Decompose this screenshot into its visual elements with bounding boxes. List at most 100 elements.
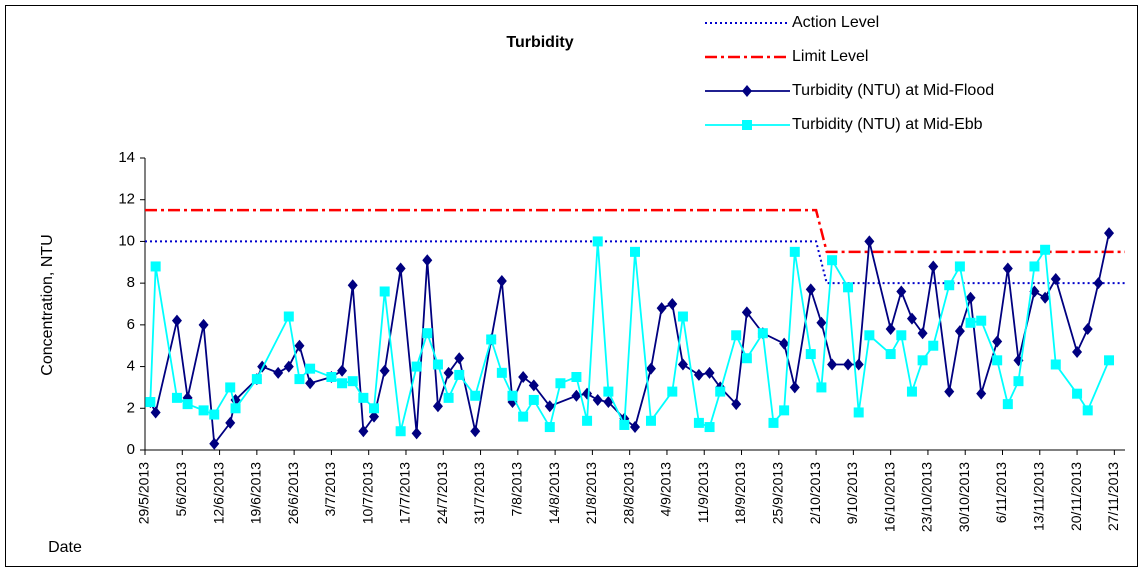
point-marker xyxy=(677,358,688,371)
point-marker xyxy=(486,334,497,345)
point-marker xyxy=(209,437,220,450)
point-marker xyxy=(369,403,380,414)
point-marker xyxy=(944,280,955,291)
point-marker xyxy=(454,369,465,380)
legend-label: Turbidity (NTU) at Mid-Ebb xyxy=(792,116,983,133)
point-marker xyxy=(906,386,917,397)
point-marker xyxy=(704,366,715,379)
point-marker xyxy=(283,360,294,373)
point-marker xyxy=(358,425,369,438)
point-marker xyxy=(294,374,305,385)
y-tick-label: 6 xyxy=(127,316,135,333)
x-tick-label: 29/5/2013 xyxy=(136,462,152,524)
point-marker xyxy=(928,340,939,351)
point-marker xyxy=(145,397,156,408)
point-marker xyxy=(816,316,827,329)
point-marker xyxy=(582,415,593,426)
series-line xyxy=(145,240,1125,285)
point-marker xyxy=(906,312,917,325)
legend-label: Turbidity (NTU) at Mid-Flood xyxy=(792,82,994,99)
point-marker xyxy=(896,285,907,298)
point-marker xyxy=(1029,261,1040,272)
point-marker xyxy=(731,330,742,341)
point-marker xyxy=(1002,399,1013,410)
point-marker xyxy=(768,417,779,428)
point-marker xyxy=(603,386,614,397)
point-marker xyxy=(198,405,209,416)
point-marker xyxy=(630,246,640,257)
chart-title: Turbidity xyxy=(506,34,573,51)
x-tick-label: 10/7/2013 xyxy=(359,462,375,524)
point-marker xyxy=(805,283,816,296)
point-marker xyxy=(741,306,752,319)
point-marker xyxy=(283,311,294,322)
point-marker xyxy=(496,275,507,288)
point-marker xyxy=(544,400,555,413)
point-marker xyxy=(864,235,875,248)
point-marker xyxy=(443,392,454,403)
point-marker xyxy=(171,314,182,327)
point-marker xyxy=(1040,291,1051,304)
point-marker xyxy=(645,415,656,426)
x-tick-label: 26/6/2013 xyxy=(285,462,301,524)
point-marker xyxy=(395,426,406,437)
point-marker xyxy=(1072,345,1083,358)
point-marker xyxy=(571,372,582,382)
point-marker xyxy=(928,260,939,273)
point-marker xyxy=(518,371,529,383)
point-marker xyxy=(992,355,1003,366)
point-marker xyxy=(917,355,928,366)
x-tick-label: 19/6/2013 xyxy=(248,462,264,524)
point-marker xyxy=(225,382,236,393)
point-marker xyxy=(507,390,518,401)
point-marker xyxy=(779,337,790,350)
point-marker xyxy=(470,425,481,438)
point-marker xyxy=(1093,277,1104,290)
point-marker xyxy=(853,407,864,418)
legend-marker xyxy=(742,120,752,130)
x-tick-label: 20/11/2013 xyxy=(1068,462,1084,531)
y-tick-label: 2 xyxy=(127,399,135,416)
point-marker xyxy=(326,372,337,382)
legend-marker xyxy=(742,85,752,97)
point-marker xyxy=(369,410,380,423)
x-tick-label: 18/9/2013 xyxy=(732,462,748,524)
point-marker xyxy=(411,361,422,372)
point-marker xyxy=(976,315,987,326)
point-marker xyxy=(592,393,603,406)
x-tick-label: 7/8/2013 xyxy=(509,462,525,517)
x-tick-label: 6/11/2013 xyxy=(993,462,1009,523)
x-tick-label: 24/7/2013 xyxy=(434,462,450,524)
point-marker xyxy=(1013,376,1024,387)
point-marker xyxy=(150,261,161,272)
point-marker xyxy=(789,381,800,394)
point-marker xyxy=(896,330,907,341)
point-marker xyxy=(843,282,854,293)
point-marker xyxy=(704,422,715,433)
legend-label: Limit Level xyxy=(792,48,868,65)
point-marker xyxy=(954,261,965,272)
y-axis-label: Concentration, NTU xyxy=(39,234,56,375)
point-marker xyxy=(422,328,433,339)
y-tick-label: 12 xyxy=(118,191,135,208)
point-marker xyxy=(917,327,928,340)
point-marker xyxy=(954,325,965,338)
point-marker xyxy=(731,398,742,411)
point-marker xyxy=(1082,405,1093,416)
point-marker xyxy=(667,386,678,397)
point-marker xyxy=(965,291,976,304)
point-marker xyxy=(395,262,406,275)
point-marker xyxy=(619,419,630,430)
point-marker xyxy=(454,352,465,365)
point-marker xyxy=(976,387,987,400)
point-marker xyxy=(603,396,614,409)
point-marker xyxy=(422,254,433,267)
x-tick-label: 3/7/2013 xyxy=(322,462,338,517)
point-marker xyxy=(411,427,422,440)
x-tick-label: 28/8/2013 xyxy=(620,462,636,524)
x-tick-label: 17/7/2013 xyxy=(397,462,413,524)
point-marker xyxy=(182,399,193,410)
point-marker xyxy=(171,392,182,403)
point-marker xyxy=(470,390,481,401)
point-marker xyxy=(337,364,348,377)
